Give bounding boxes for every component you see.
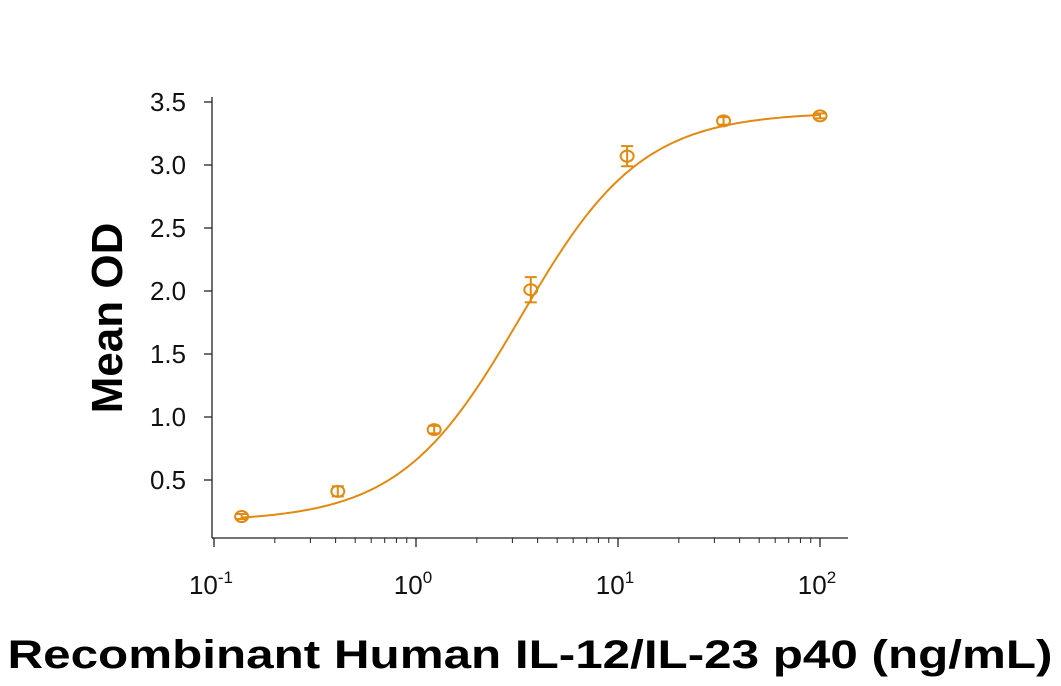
point-marker bbox=[716, 114, 732, 128]
y-tick-label: 3.0 bbox=[150, 150, 186, 180]
x-tick-exponent: 0 bbox=[423, 568, 432, 587]
data-point bbox=[330, 484, 346, 498]
x-tick-base: 10 bbox=[596, 570, 625, 600]
x-ticks: 10-1 100 101 102 bbox=[189, 538, 836, 600]
y-tick-label: 1.0 bbox=[150, 402, 186, 432]
y-axis-title: Mean OD bbox=[83, 223, 132, 414]
x-tick-label: 101 bbox=[596, 568, 634, 600]
point-marker bbox=[523, 283, 539, 297]
y-tick-label: 2.5 bbox=[150, 213, 186, 243]
point-marker bbox=[619, 149, 635, 163]
point-marker bbox=[812, 109, 828, 123]
data-point bbox=[523, 276, 539, 304]
y-tick-label: 0.5 bbox=[150, 465, 186, 495]
x-tick-exponent: -1 bbox=[218, 568, 233, 587]
x-tick-label: 100 bbox=[394, 568, 432, 600]
point-marker bbox=[234, 510, 250, 524]
data-point bbox=[234, 510, 250, 524]
data-point bbox=[716, 114, 732, 128]
x-tick-exponent: 2 bbox=[827, 568, 836, 587]
y-tick-label: 3.5 bbox=[150, 87, 186, 117]
data-point bbox=[812, 109, 828, 123]
x-tick-base: 10 bbox=[394, 570, 423, 600]
fit-curve bbox=[241, 113, 821, 519]
x-tick-base: 10 bbox=[798, 570, 827, 600]
y-tick-label: 1.5 bbox=[150, 339, 186, 369]
y-ticks: 0.5 1.0 1.5 2.0 2.5 3.0 3.5 bbox=[150, 87, 212, 495]
point-marker bbox=[330, 484, 346, 498]
x-tick-label: 102 bbox=[798, 568, 836, 600]
x-tick-base: 10 bbox=[189, 570, 218, 600]
x-axis-title: Recombinant Human IL-12/IL-23 p40 (ng/mL… bbox=[8, 633, 1053, 677]
data-point bbox=[426, 423, 442, 437]
point-marker bbox=[426, 423, 442, 437]
axes bbox=[211, 97, 848, 539]
y-tick-label: 2.0 bbox=[150, 276, 186, 306]
x-tick-exponent: 1 bbox=[625, 568, 634, 587]
x-tick-label: 10-1 bbox=[189, 568, 233, 600]
data-point bbox=[619, 145, 635, 168]
data-points bbox=[234, 109, 828, 524]
